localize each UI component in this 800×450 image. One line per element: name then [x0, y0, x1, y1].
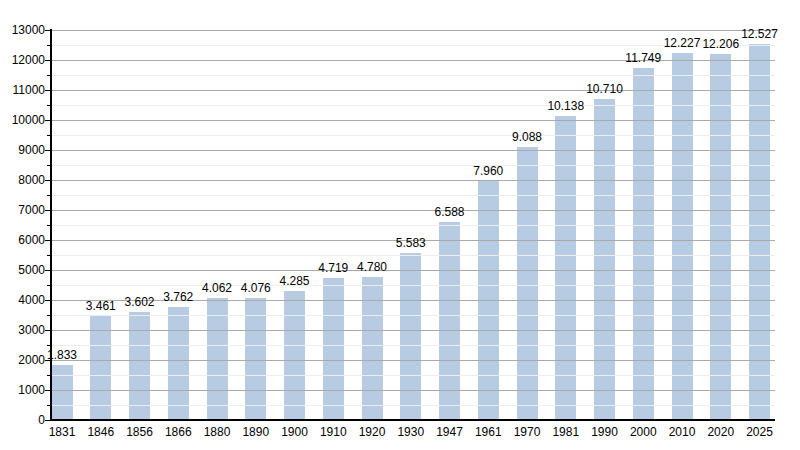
- x-axis-tick-label: 1856: [126, 425, 153, 439]
- bar-value-label: 11.749: [625, 51, 661, 65]
- y-axis-tick-label: 9000: [0, 143, 45, 157]
- bar-value-label: 4.076: [241, 281, 271, 295]
- x-axis-tick-label: 2000: [630, 425, 657, 439]
- x-axis-tick-label: 1900: [281, 425, 308, 439]
- y-axis-tick-label: 3000: [0, 323, 45, 337]
- x-axis-tick-label: 1831: [49, 425, 76, 439]
- y-axis-tick-label: 2000: [0, 353, 45, 367]
- bar-value-label: 10.138: [547, 99, 584, 113]
- labels-layer: 0 1000 2000 3000 4000 5000 6000 7000 8000 9000 100…: [0, 0, 800, 450]
- y-axis-tick-label: 1000: [0, 383, 45, 397]
- bar-value-label: 3.602: [124, 295, 154, 309]
- x-axis-tick-label: 1930: [397, 425, 424, 439]
- bar-value-label: 6.588: [434, 205, 464, 219]
- bar-value-label: 3.461: [86, 299, 116, 313]
- x-axis-tick-label: 1890: [242, 425, 269, 439]
- y-axis-tick-label: 13000: [0, 23, 45, 37]
- y-axis-tick-label: 10000: [0, 113, 45, 127]
- y-axis-tick-label: 7000: [0, 203, 45, 217]
- bar-value-label: 1.833: [47, 348, 77, 362]
- bar-value-label: 4.719: [318, 261, 348, 275]
- bar-value-label: 5.583: [396, 236, 426, 250]
- y-axis-tick-label: 4000: [0, 293, 45, 307]
- bar-value-label: 4.780: [357, 260, 387, 274]
- x-axis-tick-label: 1947: [436, 425, 463, 439]
- y-axis-tick-label: 11000: [0, 83, 45, 97]
- y-axis-tick-label: 6000: [0, 233, 45, 247]
- x-axis-tick-label: 2025: [746, 425, 773, 439]
- bar-value-label: 9.088: [512, 130, 542, 144]
- bar-value-label: 3.762: [163, 290, 193, 304]
- x-axis-tick-label: 1990: [591, 425, 618, 439]
- x-axis-tick-label: 1970: [514, 425, 541, 439]
- bar-value-label: 4.285: [279, 274, 309, 288]
- x-axis-tick-label: 1920: [359, 425, 386, 439]
- x-axis-tick-label: 2020: [707, 425, 734, 439]
- bar-value-label: 10.710: [586, 82, 623, 96]
- y-axis-tick-label: 5000: [0, 263, 45, 277]
- y-axis-tick-label: 12000: [0, 53, 45, 67]
- x-axis-tick-label: 1846: [87, 425, 114, 439]
- x-axis-tick-label: 2010: [669, 425, 696, 439]
- y-axis-tick-label: 0: [0, 413, 45, 427]
- bar-value-label: 12.206: [702, 37, 739, 51]
- x-axis-tick-label: 1961: [475, 425, 502, 439]
- y-axis-tick-label: 8000: [0, 173, 45, 187]
- bar-value-label: 7.960: [473, 164, 503, 178]
- x-axis-tick-label: 1910: [320, 425, 347, 439]
- bar-value-label: 4.062: [202, 281, 232, 295]
- population-bar-chart: 0 1000 2000 3000 4000 5000 6000 7000 8000 9000 100…: [0, 0, 800, 450]
- x-axis-tick-label: 1880: [204, 425, 231, 439]
- x-axis-tick-label: 1866: [165, 425, 192, 439]
- bar-value-label: 12.227: [664, 36, 701, 50]
- x-axis-tick-label: 1981: [552, 425, 579, 439]
- bar-value-label: 12.527: [741, 27, 778, 41]
